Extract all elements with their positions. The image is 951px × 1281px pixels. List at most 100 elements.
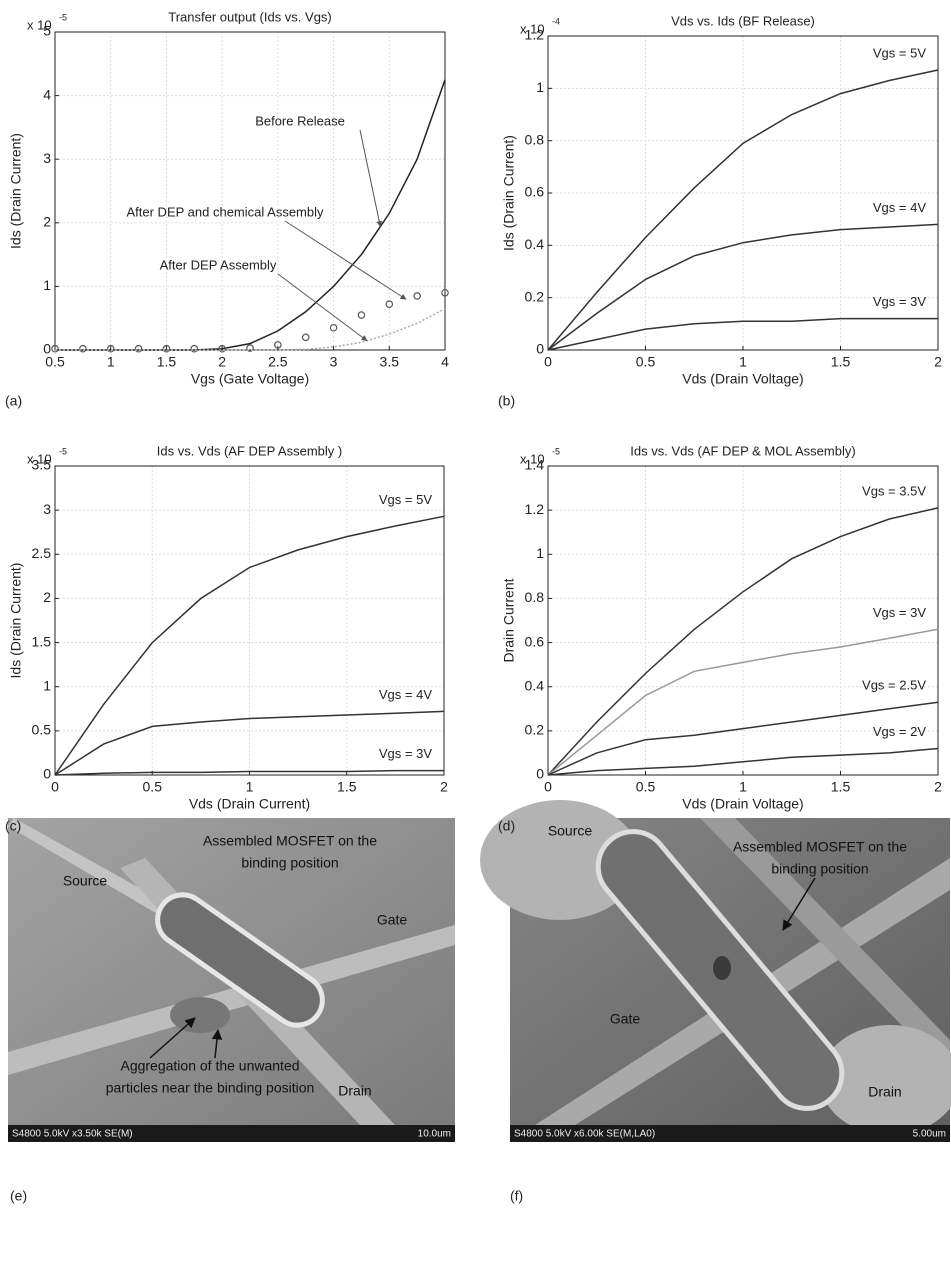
chart-title: Ids vs. Vds (AF DEP & MOL Assembly) (630, 443, 855, 458)
series-line (547, 507, 939, 776)
series-label: Vgs = 4V (379, 687, 432, 702)
y-tick-label: 0 (536, 766, 544, 782)
y-tick-label: 0.4 (525, 236, 545, 252)
sem-image-e (8, 818, 455, 1142)
series-label: Vgs = 4V (873, 200, 926, 215)
image-label: Aggregation of the unwanted (120, 1058, 299, 1074)
series-line (547, 223, 939, 351)
image-label: Source (63, 873, 108, 889)
x-axis-label: Vds (Drain Voltage) (682, 371, 803, 387)
series-line (54, 515, 445, 776)
y-tick-label: 0 (43, 341, 51, 357)
series-label: Vgs = 2V (873, 724, 926, 739)
y-tick-label: 0.6 (525, 184, 545, 200)
y-tick-label: 2 (43, 214, 51, 230)
y-tick-label: 3 (43, 150, 51, 166)
x-tick-label: 1.5 (157, 354, 177, 370)
data-point (190, 344, 199, 353)
y-multiplier: x 10 (27, 451, 52, 466)
data-point (134, 344, 143, 353)
x-tick-label: 1.5 (831, 354, 851, 370)
series-line (55, 308, 446, 351)
x-tick-label: 0 (51, 779, 59, 795)
x-axis-label: Vgs (Gate Voltage) (191, 371, 309, 387)
y-tick-label: 1.5 (32, 633, 52, 649)
series-line (547, 317, 938, 351)
data-point (246, 344, 254, 352)
y-tick-label: 3.5 (32, 457, 52, 473)
y-tick-label: 0.4 (525, 677, 545, 693)
y-tick-label: 1 (536, 79, 544, 95)
image-info: S4800 5.0kV x3.50k SE(M) (12, 1129, 133, 1140)
y-tick-label: 0 (43, 766, 51, 782)
y-tick-label: 0.6 (525, 633, 545, 649)
x-tick-label: 1 (246, 779, 254, 795)
data-point (79, 344, 87, 353)
y-tick-label: 3 (43, 501, 51, 517)
x-tick-label: 2 (934, 354, 942, 370)
image-label: Gate (610, 1011, 641, 1027)
y-tick-label: 0 (536, 341, 544, 357)
series-label: Vgs = 5V (379, 492, 432, 507)
series-label: After DEP Assembly (160, 257, 277, 272)
series-label: After DEP and chemical Assembly (126, 204, 324, 219)
y-tick-label: 4 (43, 86, 51, 102)
y-multiplier-exponent: -4 (552, 16, 560, 26)
y-axis-label: Drain Current (501, 578, 517, 662)
image-label: binding position (241, 855, 338, 871)
y-tick-label: 1 (43, 277, 51, 293)
x-tick-label: 0.5 (636, 779, 656, 795)
y-tick-label: 0.5 (32, 722, 52, 738)
panel-label: (b) (498, 393, 515, 409)
chart-title: Transfer output (Ids vs. Vgs) (168, 9, 332, 24)
y-tick-label: 1 (43, 677, 51, 693)
data-point (357, 311, 366, 319)
x-tick-label: 2 (934, 779, 942, 795)
panel-label: (a) (5, 393, 22, 409)
series-line (547, 747, 939, 776)
y-axis-label: Ids (Drain Current) (8, 563, 24, 679)
x-tick-label: 1.5 (337, 779, 357, 795)
x-tick-label: 1.5 (831, 779, 851, 795)
series-label: Before Release (255, 113, 345, 128)
series-line (547, 69, 939, 351)
panel-label: (c) (5, 818, 21, 834)
panel-label: (e) (10, 1188, 27, 1204)
y-tick-label: 2.5 (32, 545, 52, 561)
series-label: Vgs = 2.5V (862, 678, 926, 693)
x-tick-label: 1 (739, 354, 747, 370)
chart-title: Ids vs. Vds (AF DEP Assembly ) (157, 443, 342, 458)
y-tick-label: 0.2 (525, 722, 545, 738)
data-point (441, 288, 449, 297)
y-tick-label: 1.4 (525, 457, 545, 473)
data-point (274, 341, 282, 349)
x-tick-label: 1 (107, 354, 115, 370)
x-tick-label: 4 (441, 354, 449, 370)
x-tick-label: 1 (739, 779, 747, 795)
y-axis-label: Ids (Drain Current) (8, 133, 24, 249)
x-axis-label: Vds (Drain Voltage) (682, 796, 803, 812)
x-tick-label: 0 (544, 779, 552, 795)
x-tick-label: 3.5 (380, 354, 400, 370)
data-point (162, 344, 171, 353)
series-line (54, 769, 444, 776)
y-tick-label: 1.2 (525, 27, 545, 43)
y-tick-label: 2 (43, 589, 51, 605)
data-point (329, 323, 338, 332)
x-tick-label: 0.5 (45, 354, 65, 370)
image-info: S4800 5.0kV x6.00k SE(M,LA0) (514, 1129, 655, 1140)
plot-frame (547, 465, 939, 776)
data-point (385, 300, 394, 309)
panel-label: (f) (510, 1188, 523, 1204)
series-label: Vgs = 3V (379, 746, 432, 761)
x-tick-label: 2 (218, 354, 226, 370)
series-label: Vgs = 3.5V (862, 483, 926, 498)
x-tick-label: 0.5 (636, 354, 656, 370)
image-label: Assembled MOSFET on the (203, 833, 377, 849)
image-scale: 10.0um (418, 1129, 451, 1140)
x-tick-label: 3 (330, 354, 338, 370)
x-tick-label: 0.5 (143, 779, 163, 795)
panel-label: (d) (498, 818, 515, 834)
data-point (413, 292, 421, 300)
